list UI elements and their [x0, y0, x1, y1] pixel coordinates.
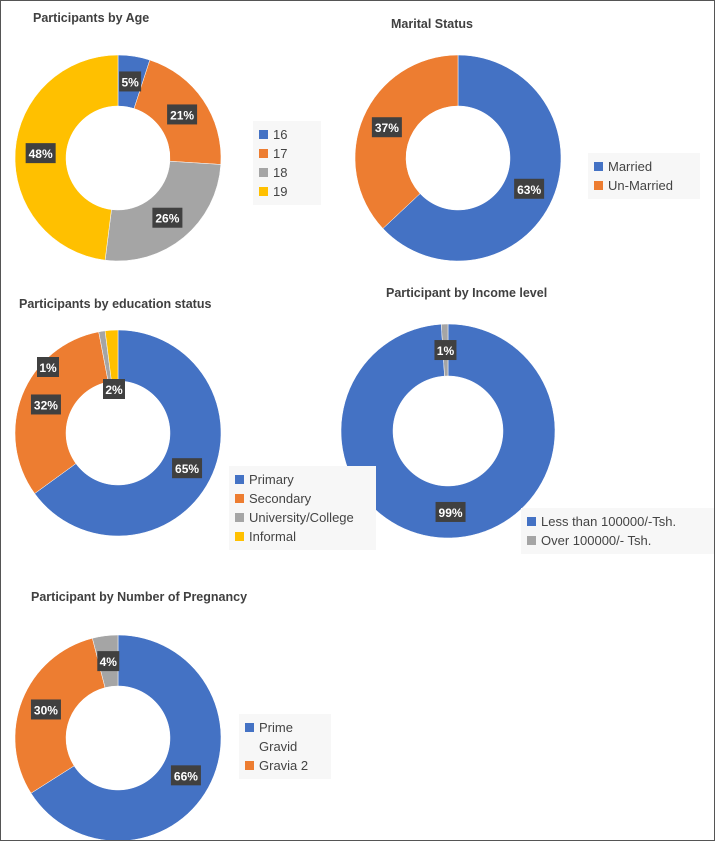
data-label-box — [37, 357, 59, 377]
data-label-box — [97, 651, 120, 672]
donut-slice — [30, 634, 222, 840]
legend-item: Prime Gravid — [245, 718, 325, 756]
chart-title: Participants by Age — [33, 11, 150, 25]
donut-slice — [34, 329, 222, 537]
data-label: 63% — [517, 183, 541, 197]
legend-swatch — [245, 761, 254, 770]
legend-label: 18 — [273, 165, 288, 180]
data-label: 30% — [34, 703, 58, 717]
legend-label: 16 — [273, 127, 288, 142]
data-label-box — [103, 379, 125, 399]
legend-swatch — [245, 723, 254, 732]
data-label-box — [25, 143, 56, 164]
donut-slice — [340, 323, 556, 539]
legend-item: 17 — [259, 144, 315, 163]
legend-label: 19 — [273, 184, 288, 199]
legend-swatch — [594, 162, 603, 171]
donut-slice — [382, 54, 562, 262]
chart-title: Participant by Number of Pregnancy — [31, 590, 248, 604]
data-label: 99% — [439, 506, 463, 520]
legend: Prime Gravid Gravia 2 — [239, 714, 331, 779]
legend-label: Primary — [249, 472, 294, 487]
legend-swatch — [235, 513, 244, 522]
legend-swatch — [235, 494, 244, 503]
legend-swatch — [594, 181, 603, 190]
data-label: 37% — [375, 121, 399, 135]
data-label-box — [170, 765, 201, 786]
data-label: 65% — [175, 462, 199, 476]
legend-label: Secondary — [249, 491, 312, 506]
legend-item: University/College — [235, 508, 370, 527]
legend: 16 17 18 19 — [253, 121, 321, 205]
data-label: 1% — [39, 361, 57, 375]
legend-item: Married — [594, 157, 694, 176]
legend-item: Un-Married — [594, 176, 694, 195]
data-label-box — [30, 699, 61, 720]
data-label-box — [434, 340, 457, 361]
legend-swatch — [259, 187, 268, 196]
legend-label: University/College — [249, 510, 354, 525]
legend-swatch — [527, 517, 536, 526]
legend: Less than 100000/-Tsh. Over 100000/- Tsh. — [521, 508, 714, 554]
legend-swatch — [259, 168, 268, 177]
legend-label: Gravia 2 — [259, 758, 309, 773]
data-label: 32% — [34, 398, 58, 412]
data-label-box — [514, 178, 545, 199]
data-label-box — [167, 104, 198, 125]
legend-swatch — [259, 130, 268, 139]
legend-item: 18 — [259, 163, 315, 182]
data-label-box — [30, 394, 61, 415]
data-label: 26% — [155, 212, 179, 226]
donut-slice — [354, 54, 459, 229]
chart-title: Participants by education status — [19, 297, 212, 311]
legend: Primary Secondary University/College Inform… — [229, 466, 376, 550]
data-label-box — [371, 117, 402, 138]
data-label-box — [435, 501, 466, 522]
legend-label: 17 — [273, 146, 288, 161]
legend-item: 19 — [259, 182, 315, 201]
legend-swatch — [527, 536, 536, 545]
data-label-box — [119, 71, 142, 92]
data-label: 1% — [437, 344, 455, 358]
legend-item: 16 — [259, 125, 315, 144]
donut-slice — [14, 54, 119, 261]
legend-swatch — [259, 149, 268, 158]
legend-swatch — [235, 475, 244, 484]
data-label: 48% — [29, 147, 53, 161]
data-label-box — [172, 458, 203, 479]
legend: Married Un-Married — [588, 153, 700, 199]
legend-swatch — [235, 532, 244, 541]
legend-label: Informal — [249, 529, 296, 544]
legend-item: Gravia 2 — [245, 756, 325, 775]
data-label: 4% — [100, 655, 118, 669]
data-label-box — [152, 207, 183, 228]
legend-label: Married — [608, 159, 653, 174]
data-label: 21% — [170, 108, 194, 122]
data-label: 66% — [174, 769, 198, 783]
chart-title: Participant by Income level — [386, 286, 548, 300]
legend-item: Informal — [235, 527, 370, 546]
legend-item: Over 100000/- Tsh. — [527, 531, 713, 550]
donut-slice — [14, 331, 109, 494]
legend-item: Secondary — [235, 489, 370, 508]
legend-item: Primary — [235, 470, 370, 489]
data-label: 5% — [121, 75, 139, 89]
legend-label: Less than 100000/-Tsh. — [541, 514, 677, 529]
legend-label: Over 100000/- Tsh. — [541, 533, 652, 548]
legend-label: Prime Gravid — [259, 720, 298, 754]
legend-label: Un-Married — [608, 178, 674, 193]
legend-item: Less than 100000/-Tsh. — [527, 512, 713, 531]
data-label: 2% — [105, 383, 123, 397]
chart-title: Marital Status — [391, 17, 473, 31]
